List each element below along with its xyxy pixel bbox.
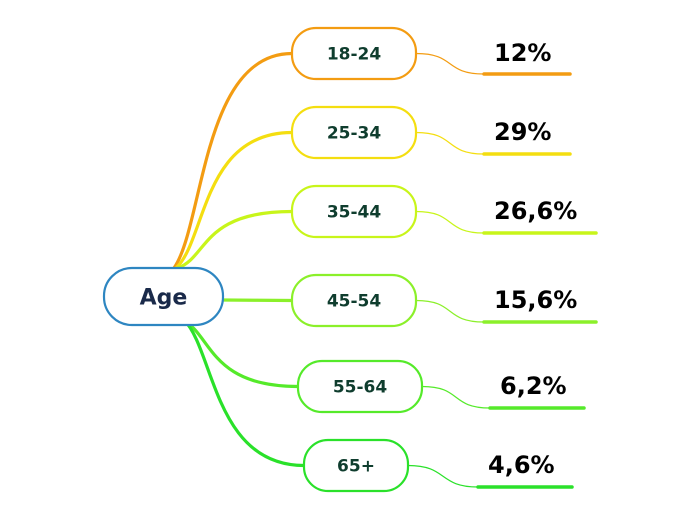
branch-node-label: 65+: [337, 457, 375, 477]
branch-node-label: 25-34: [327, 124, 382, 144]
branch-node[interactable]: 18-24: [290, 26, 418, 81]
branch-value-label: 4,6%: [488, 451, 555, 479]
value-connector: [415, 299, 485, 323]
branch-node[interactable]: 45-54: [290, 273, 418, 328]
value-connector: [407, 464, 479, 488]
branch-connector: [174, 130, 294, 270]
root-node-box: [102, 266, 225, 327]
branch-node-box: [302, 438, 410, 493]
branch-node-label: 45-54: [327, 292, 382, 312]
branch-value-label: 15,6%: [494, 286, 577, 314]
value-connector: [415, 210, 485, 234]
value-connector: [415, 52, 485, 75]
branch-node-box: [296, 359, 424, 414]
branch-node-label: 35-44: [327, 203, 382, 223]
branch-value-label: 29%: [494, 118, 551, 146]
branch-connector: [172, 51, 294, 270]
branch-node[interactable]: 55-64: [296, 359, 424, 414]
branch-node-box: [290, 184, 418, 239]
root-node-label: Age: [140, 286, 188, 311]
branch-connector: [182, 318, 306, 468]
branch-value-label: 26,6%: [494, 197, 577, 225]
value-connector: [415, 131, 485, 155]
branch-connector: [180, 318, 300, 389]
branch-node-box: [290, 26, 418, 81]
branch-value-label: 12%: [494, 39, 551, 67]
branch-node[interactable]: 35-44: [290, 184, 418, 239]
value-connector: [421, 385, 491, 409]
branch-node[interactable]: 25-34: [290, 105, 418, 160]
branch-node[interactable]: 65+: [302, 438, 410, 493]
branch-value-label: 6,2%: [500, 372, 567, 400]
branch-node-box: [290, 105, 418, 160]
branch-node-label: 18-24: [327, 45, 382, 65]
branch-node-label: 55-64: [333, 378, 388, 398]
branch-connector: [221, 298, 294, 303]
branch-node-box: [290, 273, 418, 328]
branch-connector: [176, 209, 294, 270]
root-node[interactable]: Age: [102, 266, 225, 327]
